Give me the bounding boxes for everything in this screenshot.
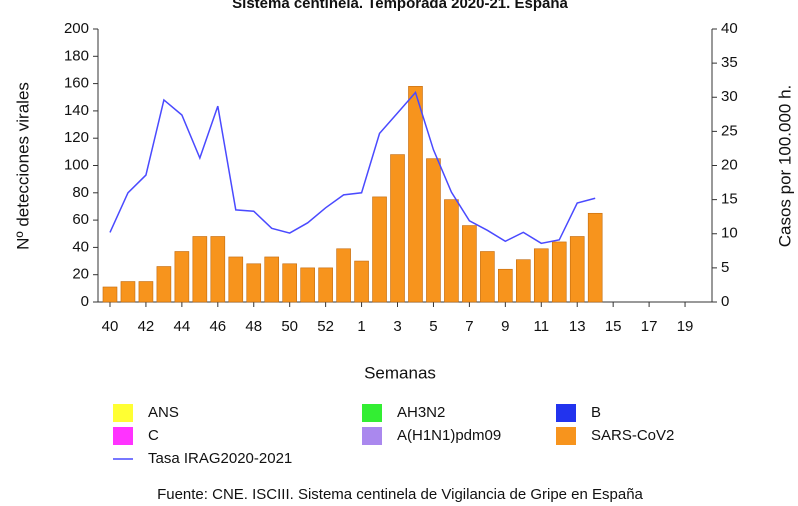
y2-tick-label: 30 (721, 88, 738, 105)
bar (372, 196, 387, 303)
legend-label: SARS-CoV2 (591, 427, 674, 444)
legend-label: AH3N2 (397, 404, 445, 421)
x-tick-label: 13 (569, 318, 586, 335)
y-tick-label: 0 (81, 293, 89, 310)
y-tick-label: 20 (72, 266, 89, 283)
bar (174, 251, 190, 303)
y2-tick-label: 35 (721, 54, 738, 71)
bar (498, 268, 513, 303)
x-tick-label: 11 (533, 318, 549, 335)
y-axis-title: Nº detecciones virales (13, 82, 32, 250)
y2-tick-label: 10 (721, 225, 738, 242)
y-tick-label: 180 (64, 47, 89, 64)
bar (264, 256, 280, 303)
x-tick-label: 3 (393, 318, 401, 335)
bar (587, 212, 603, 303)
x-tick-label: 42 (138, 318, 155, 335)
bar (282, 263, 297, 303)
bar (138, 281, 154, 303)
bar (462, 225, 477, 303)
bar (480, 251, 495, 303)
y-tick-label: 200 (64, 20, 89, 37)
bar (408, 86, 423, 303)
legend-swatch (362, 427, 382, 445)
legend-swatch (556, 404, 576, 422)
bar (390, 154, 405, 303)
y2-tick-label: 15 (721, 191, 738, 208)
bar (192, 236, 208, 303)
x-tick-label: 17 (641, 318, 658, 335)
x-axis-title: Semanas (364, 363, 436, 382)
y-tick-label: 80 (72, 184, 89, 201)
footer: Fuente: CNE. ISCIII. Sistema centinela d… (157, 486, 643, 503)
bar (516, 259, 531, 303)
legend-label: ANS (148, 404, 179, 421)
y-tick-label: 60 (72, 211, 89, 228)
bar (210, 236, 226, 303)
x-tick-label: 15 (605, 318, 622, 335)
bar (246, 263, 262, 303)
x-tick-label: 5 (429, 318, 437, 335)
legend-swatch (556, 427, 576, 445)
legend-swatch (362, 404, 382, 422)
bar (533, 248, 549, 303)
x-tick-label: 9 (501, 318, 509, 335)
x-tick-label: 19 (677, 318, 694, 335)
y2-tick-label: 25 (721, 122, 738, 139)
bar (120, 281, 136, 303)
bar (156, 266, 172, 303)
legend-label: B (591, 404, 601, 421)
y2-tick-label: 5 (721, 259, 729, 276)
x-tick-label: 48 (245, 318, 262, 335)
y2-tick-label: 20 (721, 156, 738, 173)
bar (551, 241, 567, 303)
y-tick-label: 100 (64, 156, 89, 173)
x-tick-label: 1 (357, 318, 365, 335)
bar (228, 256, 244, 303)
legend-swatch (113, 427, 133, 445)
chart-title: Sistema centinela. Temporada 2020-21. Es… (232, 0, 568, 12)
bar (318, 267, 333, 303)
line (109, 90, 596, 245)
bar (569, 236, 585, 303)
legend-swatch (113, 404, 133, 422)
bar (426, 158, 441, 303)
x-tick-label: 7 (465, 318, 473, 335)
y-tick-label: 140 (64, 102, 89, 119)
x-tick-label: 44 (174, 318, 191, 335)
y-tick-label: 160 (64, 75, 89, 92)
bar (102, 286, 118, 303)
legend-label: A(H1N1)pdm09 (397, 427, 501, 444)
y-tick-label: 40 (72, 238, 89, 255)
x-tick-label: 40 (102, 318, 119, 335)
y2-tick-label: 0 (721, 293, 729, 310)
x-tick-label: 52 (317, 318, 334, 335)
y-tick-label: 120 (64, 129, 89, 146)
legend-label: Tasa IRAG2020-2021 (148, 450, 292, 467)
x-tick-label: 50 (281, 318, 298, 335)
bar (444, 199, 459, 303)
x-tick-label: 46 (209, 318, 226, 335)
legend-label: C (148, 427, 159, 444)
bar (354, 260, 369, 303)
y2-tick-label: 40 (721, 20, 738, 37)
bar (300, 267, 315, 303)
bar (336, 248, 351, 303)
y2-axis-title: Casos por 100.000 h. (775, 85, 794, 248)
